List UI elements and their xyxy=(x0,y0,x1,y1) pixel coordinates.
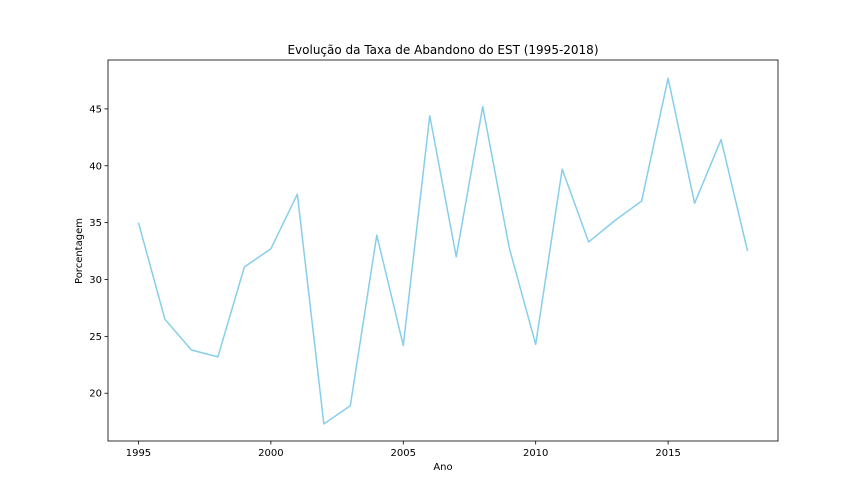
x-axis: 1995 2000 2005 2010 2015 xyxy=(126,441,681,459)
y-axis: 20 25 30 35 40 45 xyxy=(89,104,108,400)
y-axis-label: Porcentagem xyxy=(74,218,85,284)
x-tick-label: 1995 xyxy=(126,448,151,459)
x-tick-label: 2015 xyxy=(655,448,680,459)
x-tick-label: 2010 xyxy=(523,448,548,459)
x-tick-label: 2000 xyxy=(258,448,283,459)
plot-area xyxy=(137,77,749,425)
y-tick-label: 20 xyxy=(89,389,102,400)
y-tick-label: 35 xyxy=(89,218,102,229)
y-tick-label: 30 xyxy=(89,275,102,286)
x-tick-label: 2005 xyxy=(391,448,416,459)
y-tick-label: 45 xyxy=(89,104,102,115)
y-tick-label: 25 xyxy=(89,332,102,343)
chart-title: Evolução da Taxa de Abandono do EST (199… xyxy=(287,43,598,57)
plot-frame xyxy=(107,59,779,442)
x-axis-label: Ano xyxy=(433,462,452,473)
y-tick-label: 40 xyxy=(89,161,102,172)
series-line-0 xyxy=(137,77,749,425)
